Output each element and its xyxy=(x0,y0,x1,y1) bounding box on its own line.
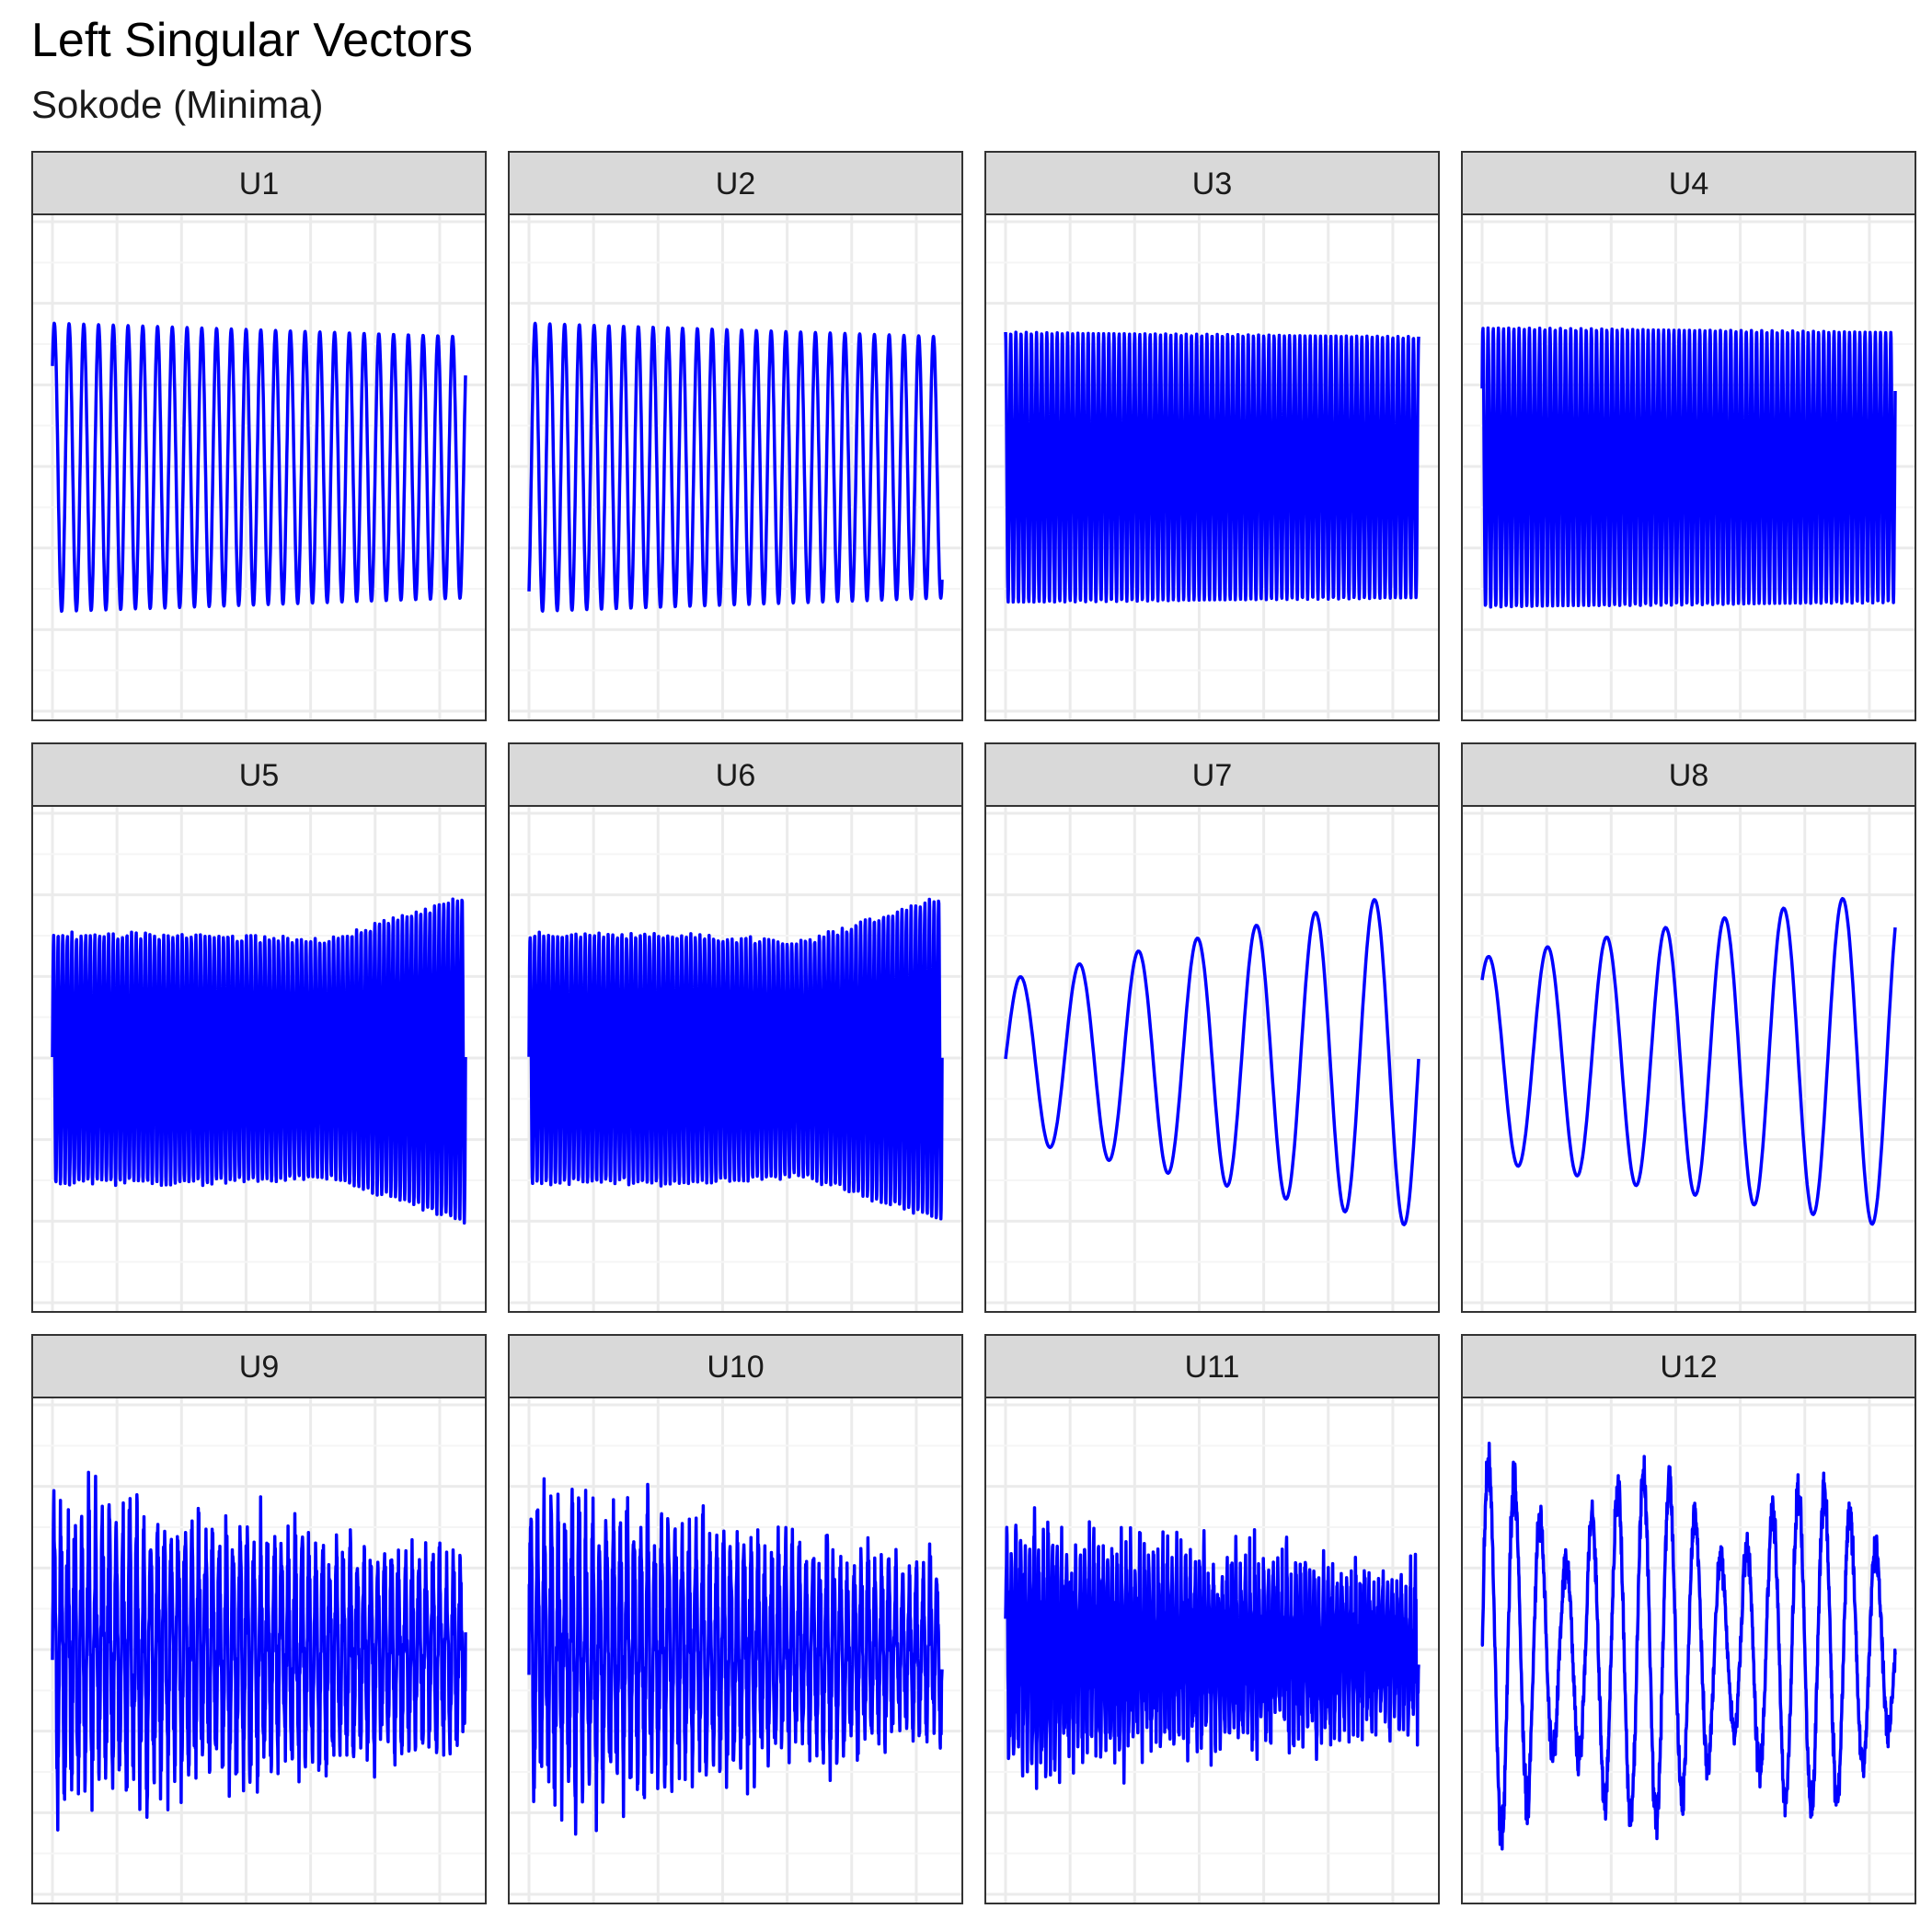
facet-panel-u6: U6 xyxy=(508,742,963,1313)
facet-strip-label: U5 xyxy=(239,758,279,793)
facet-strip-label: U7 xyxy=(1192,758,1232,793)
panel-border xyxy=(1461,213,1916,721)
facet-panel-u11: U11 xyxy=(984,1334,1440,1904)
facet-strip-label: U10 xyxy=(707,1350,764,1385)
facet-strip xyxy=(1461,1334,1916,1398)
facet-strip-label: U3 xyxy=(1192,167,1232,201)
facet-panel-u7: U7 xyxy=(984,742,1440,1313)
panel-border xyxy=(508,1397,963,1904)
facet-strip xyxy=(31,742,487,807)
facet-panel-u2: U2 xyxy=(508,151,963,721)
series-line-u3 xyxy=(1004,330,1420,604)
facet-strip xyxy=(984,742,1440,807)
series-line-u6 xyxy=(527,897,944,1221)
series-line-u1 xyxy=(51,321,467,614)
facet-panel-u3: U3 xyxy=(984,151,1440,721)
facet-panel-u9: U9 xyxy=(31,1334,487,1904)
panel-border xyxy=(31,213,487,721)
series-line-u4 xyxy=(1480,326,1897,609)
facet-panel-u10: U10 xyxy=(508,1334,963,1904)
facet-strip-label: U12 xyxy=(1660,1350,1717,1385)
facet-strip xyxy=(31,1334,487,1398)
facet-panel-u12: U12 xyxy=(1461,1334,1916,1904)
facet-strip xyxy=(508,742,963,807)
panel-border xyxy=(1461,805,1916,1313)
facet-strip-label: U8 xyxy=(1669,758,1708,793)
facet-strip xyxy=(984,1334,1440,1398)
facet-panel-u4: U4 xyxy=(1461,151,1916,721)
facet-strip-label: U11 xyxy=(1185,1350,1240,1385)
facet-strip xyxy=(1461,151,1916,215)
facet-strip-label: U4 xyxy=(1669,167,1708,201)
facet-strip xyxy=(984,151,1440,215)
facet-strip-label: U1 xyxy=(239,167,279,201)
series-line-u9 xyxy=(51,1470,467,1832)
series-line-u5 xyxy=(51,897,467,1225)
panel-border xyxy=(984,805,1440,1313)
series-line-u7 xyxy=(1004,898,1420,1226)
panel-border xyxy=(1461,1397,1916,1904)
facet-strip-label: U9 xyxy=(239,1350,279,1385)
facet-strip xyxy=(508,151,963,215)
facet-strip-label: U6 xyxy=(716,758,755,793)
facet-strip xyxy=(508,1334,963,1398)
series-line-u11 xyxy=(1004,1506,1420,1790)
facet-strip-label: U2 xyxy=(716,167,755,201)
panel-border xyxy=(508,213,963,721)
facet-panel-u8: U8 xyxy=(1461,742,1916,1313)
chart-title: Left Singular Vectors xyxy=(31,14,473,67)
panel-border xyxy=(31,805,487,1313)
facet-panel-u1: U1 xyxy=(31,151,487,721)
panel-border xyxy=(508,805,963,1313)
panel-border xyxy=(984,1397,1440,1904)
chart-subtitle: Sokode (Minima) xyxy=(31,83,324,126)
facet-panel-u5: U5 xyxy=(31,742,487,1313)
series-line-u2 xyxy=(527,321,944,613)
panel-border xyxy=(31,1397,487,1904)
series-line-u10 xyxy=(527,1477,944,1836)
series-line-u8 xyxy=(1480,896,1897,1226)
panel-border xyxy=(984,213,1440,721)
series-line-u12 xyxy=(1480,1441,1897,1851)
